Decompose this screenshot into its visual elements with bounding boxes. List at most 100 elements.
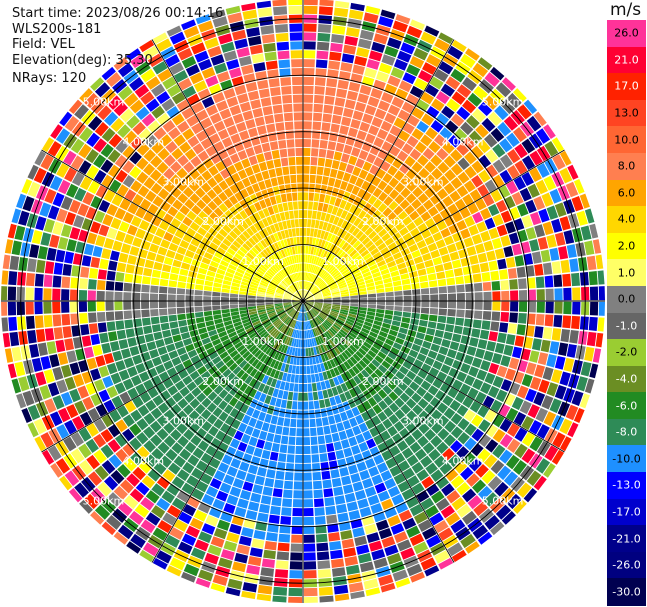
range-gate [426, 483, 440, 497]
range-gate [331, 477, 342, 488]
range-gate [254, 420, 264, 430]
range-gate [344, 336, 353, 344]
range-gate [392, 433, 404, 445]
range-gate [305, 312, 309, 321]
range-gate [322, 260, 329, 269]
range-gate [584, 378, 595, 394]
range-gate [177, 435, 189, 448]
range-gate [566, 244, 577, 259]
range-gate [304, 312, 308, 321]
range-gate [306, 312, 311, 320]
range-gate [579, 393, 590, 409]
range-gate [345, 409, 355, 419]
range-gate [403, 253, 413, 262]
range-gate [309, 338, 313, 347]
range-gate [323, 167, 331, 177]
range-gate [467, 92, 483, 107]
range-gate [253, 390, 262, 401]
colorbar-tick-label: 4.0 [617, 212, 636, 226]
range-gate [316, 326, 322, 335]
range-gate [437, 175, 450, 187]
range-gate [536, 163, 550, 178]
range-gate [201, 523, 216, 535]
range-gate [299, 303, 303, 312]
range-gate [281, 507, 292, 516]
range-gate [303, 561, 317, 570]
range-gate [529, 350, 540, 363]
range-gate [463, 180, 476, 193]
range-gate [491, 311, 501, 322]
range-gate [293, 356, 297, 365]
range-gate [411, 161, 423, 174]
range-gate [194, 284, 204, 291]
range-gate [499, 322, 509, 333]
range-gate [322, 250, 328, 259]
range-gate [334, 197, 342, 207]
range-gate [319, 399, 326, 409]
range-gate [284, 409, 292, 418]
range-gate [347, 464, 359, 475]
range-gate [335, 237, 343, 247]
range-gate [289, 570, 303, 579]
range-gate [322, 113, 332, 123]
range-gate [288, 346, 294, 356]
range-gate [52, 301, 61, 314]
range-gate [279, 148, 288, 158]
range-gate [512, 127, 527, 142]
range-gate [420, 31, 437, 45]
range-gate [455, 276, 465, 285]
range-gate [535, 313, 545, 326]
range-gate [226, 426, 237, 438]
range-gate [553, 314, 563, 328]
range-gate [74, 482, 89, 498]
range-gate [342, 401, 351, 411]
range-ring-label: 5.00km [83, 95, 125, 108]
range-gate [234, 341, 243, 350]
range-gate [299, 303, 303, 312]
range-gate [433, 68, 449, 83]
range-gate [198, 351, 208, 360]
range-gate [315, 317, 322, 325]
range-gate [157, 246, 168, 256]
range-gate [293, 383, 299, 392]
range-gate [331, 386, 339, 396]
range-gate [280, 516, 292, 525]
range-gate [307, 210, 313, 219]
range-gate [316, 426, 324, 436]
range-gate [340, 363, 348, 372]
range-gate [390, 270, 400, 277]
range-gate [276, 309, 285, 314]
range-gate [400, 247, 411, 257]
range-gate [464, 374, 476, 387]
range-gate [426, 105, 440, 119]
range-gate [261, 142, 271, 153]
range-gate [377, 259, 386, 268]
range-gate [316, 382, 322, 391]
range-gate [225, 587, 241, 597]
range-gate [303, 481, 313, 490]
range-gate [332, 376, 340, 386]
range-gate [501, 77, 516, 91]
range-gate [273, 319, 281, 327]
range-gate [221, 454, 233, 465]
range-gate [499, 418, 513, 433]
range-gate [399, 392, 410, 403]
range-gate [391, 375, 402, 386]
range-gate [303, 508, 314, 517]
range-gate [367, 195, 378, 205]
range-gate [305, 299, 314, 301]
range-gate [204, 465, 217, 477]
range-gate [432, 231, 443, 242]
range-gate [303, 303, 305, 312]
range-gate [381, 91, 394, 104]
range-gate [466, 245, 477, 257]
range-gate [323, 104, 334, 114]
range-gate [229, 301, 238, 305]
range-gate [384, 506, 398, 519]
range-gate [523, 488, 538, 503]
range-gate [332, 258, 340, 266]
range-gate [421, 113, 435, 126]
range-gate [252, 484, 264, 495]
range-gate [309, 264, 313, 273]
range-gate [462, 488, 477, 503]
